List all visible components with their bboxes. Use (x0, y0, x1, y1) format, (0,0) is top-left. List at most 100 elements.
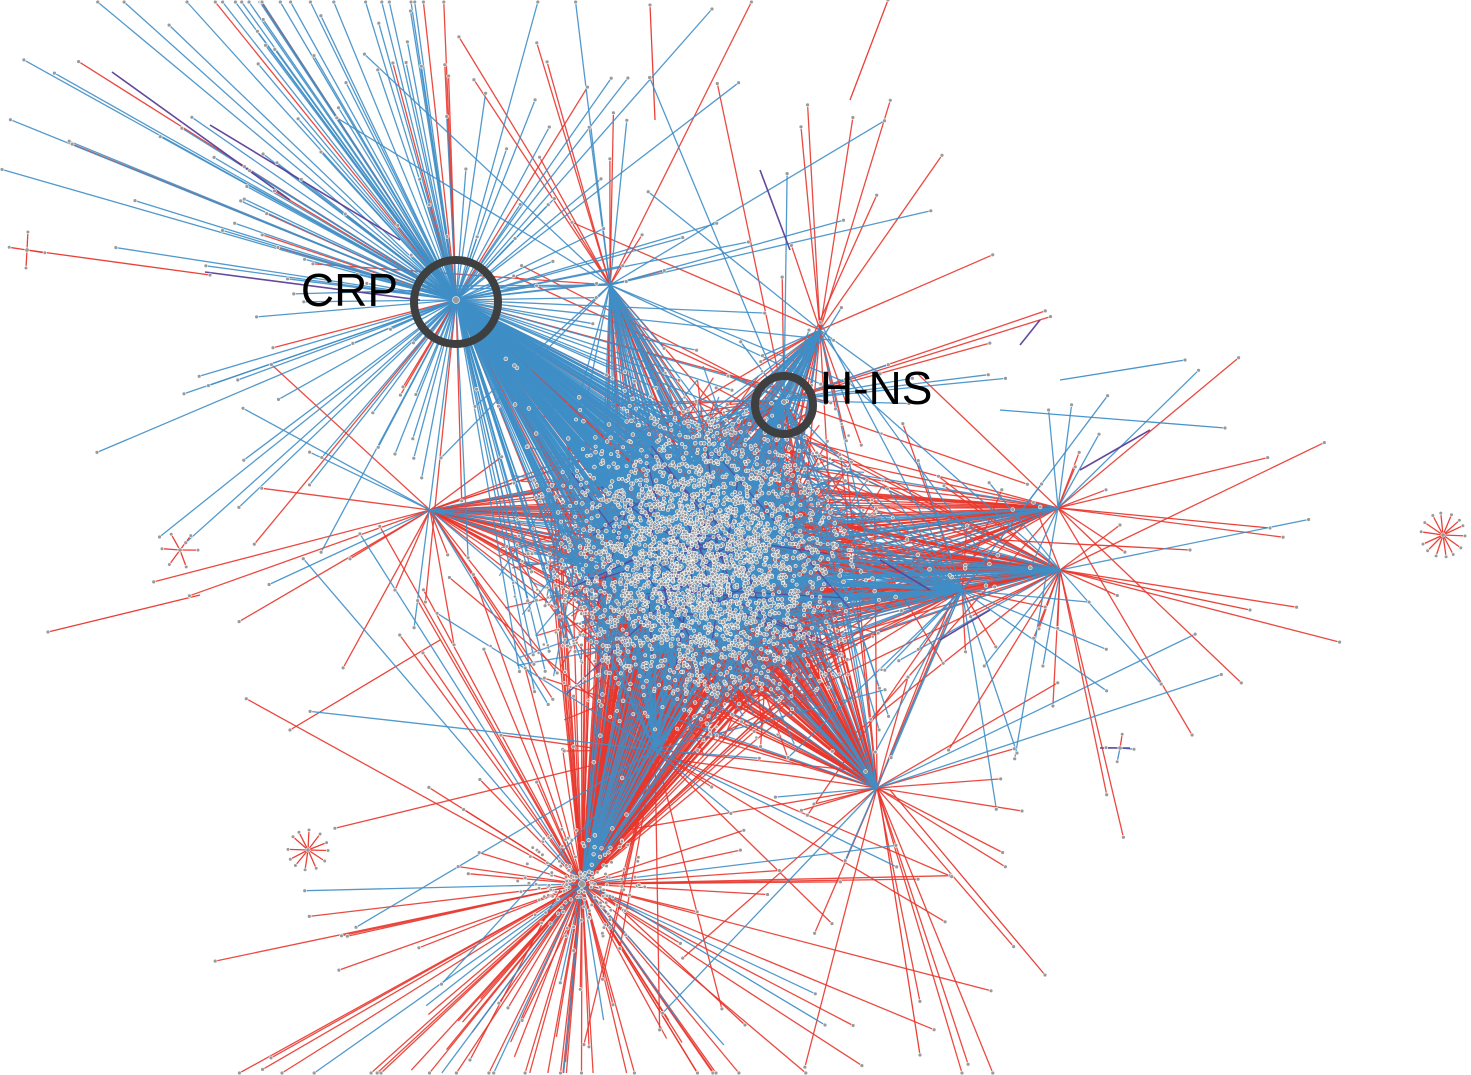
gene-node (558, 1070, 563, 1075)
gene-node (877, 685, 882, 691)
gene-node (710, 571, 715, 577)
gene-node (788, 511, 794, 516)
network-edge (181, 127, 457, 301)
network-edge (1059, 518, 1309, 571)
network-edge (876, 748, 1015, 789)
gene-node (1236, 355, 1241, 360)
gene-node (746, 239, 751, 245)
network-edge (418, 883, 583, 949)
gene-node (434, 611, 440, 616)
gene-node (765, 459, 771, 465)
gene-node (725, 402, 730, 407)
network-edge (988, 482, 1061, 571)
network-edge (455, 299, 683, 481)
gene-node (798, 533, 804, 539)
gene-node (1025, 482, 1030, 487)
gene-node (941, 483, 947, 488)
gene-node (605, 619, 610, 625)
gene-node (291, 291, 296, 297)
gene-node (535, 0, 540, 5)
gene-node (683, 450, 689, 456)
gene-node (529, 569, 534, 574)
gene-node (1096, 432, 1102, 437)
network-edge (1442, 534, 1454, 555)
gene-node (810, 511, 815, 517)
gene-node (708, 517, 713, 522)
gene-node (554, 494, 559, 499)
gene-node (362, 51, 367, 57)
gene-node (375, 1070, 380, 1075)
gene-node (653, 478, 659, 483)
gene-node (802, 490, 807, 495)
gene-node (801, 635, 806, 640)
gene-node (589, 588, 594, 593)
gene-node (661, 346, 667, 351)
network-edge (581, 883, 594, 1074)
gene-node (769, 574, 775, 579)
gene-node (589, 610, 594, 616)
gene-node (744, 488, 749, 493)
gene-node (581, 1042, 587, 1047)
gene-node (738, 339, 743, 344)
gene-node (592, 464, 597, 470)
gene-node (632, 603, 638, 608)
gene-node (931, 1027, 937, 1032)
network-edge (378, 23, 457, 301)
gene-node (307, 449, 312, 455)
gene-node (863, 769, 868, 774)
gene-node (817, 678, 822, 684)
gene-node (364, 281, 369, 286)
network-edge (679, 329, 821, 436)
network-edge (262, 883, 583, 1070)
gene-node (593, 450, 598, 455)
gene-node (823, 570, 829, 575)
gene-node (739, 537, 745, 543)
gene-node (653, 454, 659, 460)
gene-node (604, 439, 610, 444)
network-edge (961, 483, 1043, 591)
gene-node (532, 97, 538, 103)
network-edge (876, 682, 1059, 789)
network-edge (388, 1, 457, 301)
network-edge (844, 480, 963, 591)
gene-node (557, 613, 562, 619)
gene-node (542, 675, 547, 681)
network-edge (715, 575, 761, 605)
gene-node (678, 941, 683, 946)
gene-node (531, 478, 537, 483)
network-edge (307, 833, 321, 851)
network-edge (774, 329, 821, 474)
gene-node (568, 543, 573, 548)
gene-node (625, 613, 630, 618)
gene-node (604, 647, 609, 652)
gene-node (676, 378, 682, 383)
network-edge (546, 61, 611, 286)
gene-node (408, 8, 413, 14)
gene-node (266, 582, 272, 587)
gene-node (867, 512, 872, 517)
gene-node (447, 575, 452, 580)
network-edge (588, 127, 611, 286)
network-edge (364, 1, 457, 301)
gene-node (544, 59, 550, 65)
gene-node (525, 598, 530, 603)
gene-node (718, 543, 724, 548)
gene-node (525, 551, 531, 556)
gene-node (714, 733, 719, 738)
network-edge (578, 284, 611, 398)
gene-node (777, 698, 782, 703)
gene-node (1012, 746, 1017, 751)
gene-node (787, 632, 793, 637)
gene-node (1046, 407, 1051, 413)
network-edge (804, 488, 963, 591)
network-edge (1442, 519, 1460, 536)
network-edge (1059, 359, 1186, 381)
network-edge (1421, 531, 1444, 536)
gene-node (713, 1070, 719, 1075)
gene-node (722, 453, 728, 458)
gene-node (504, 544, 510, 549)
gene-node (648, 663, 654, 669)
gene-node (811, 801, 817, 807)
network-edge (874, 589, 963, 753)
